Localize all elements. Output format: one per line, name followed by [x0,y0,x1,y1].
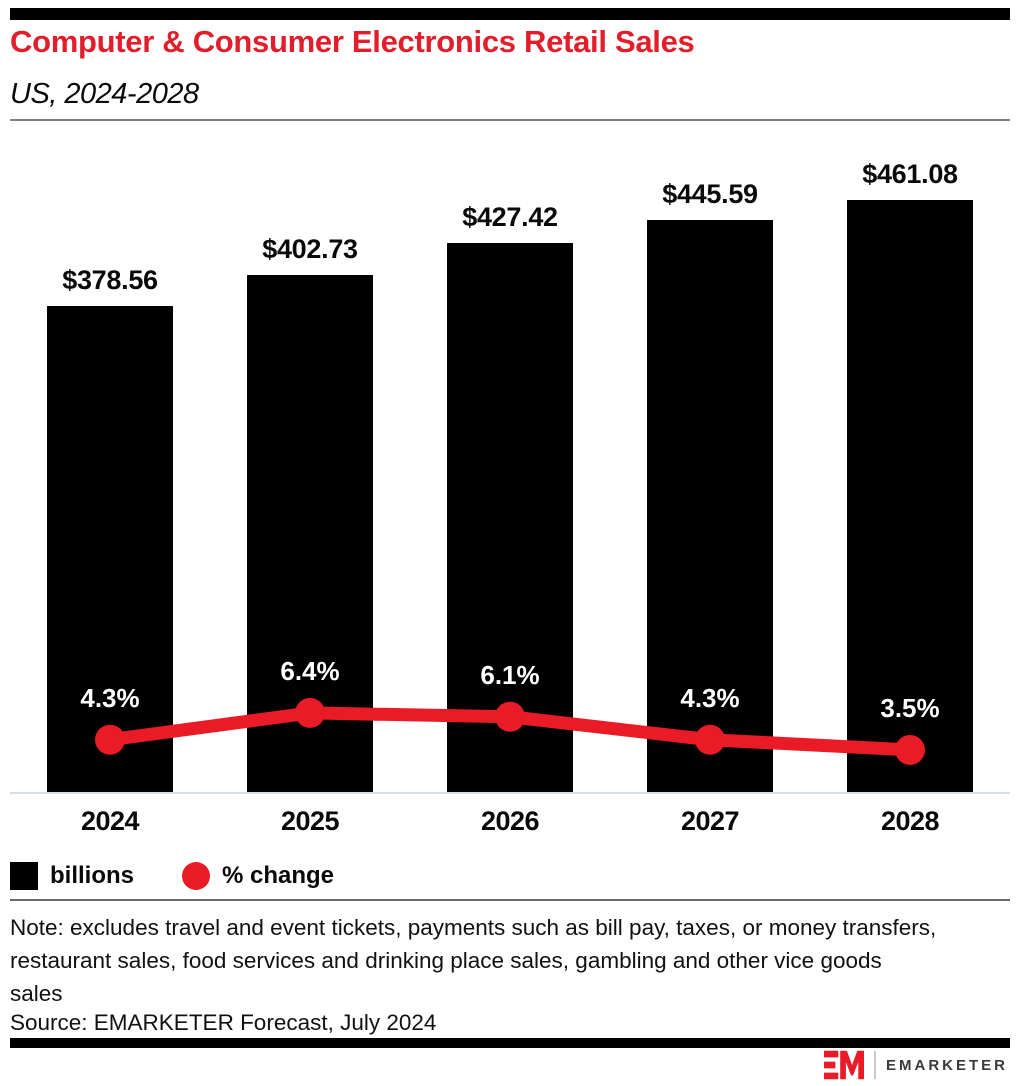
x-axis-label-2028: 2028 [880,806,940,836]
title-divider [10,119,1010,121]
x-axis-label-2025: 2025 [280,806,340,836]
pct-change-swatch-icon [182,862,210,890]
pct-change-label-2027: 4.3% [680,682,740,713]
note-text: Note: excludes travel and event tickets,… [10,915,937,1006]
brand-divider [873,1051,876,1079]
chart-subtitle: US, 2024-2028 [10,78,199,110]
legend: billions % change [10,860,334,892]
note-divider [10,899,1010,901]
billions-swatch-icon [10,862,38,890]
brand-wordmark: EMARKETER [885,1056,1008,1074]
bar-value-label-2027: $445.59 [662,179,758,209]
pct-change-label-2028: 3.5% [880,692,940,723]
bar-2026 [447,243,573,792]
pct-change-label-2026: 6.1% [480,659,540,690]
bar-value-label-2024: $378.56 [62,265,158,295]
legend-pct-change-label: % change [222,862,335,889]
bar-value-label-2026: $427.42 [462,202,558,232]
source-text: Source: EMARKETER Forecast, July 2024 [10,1010,437,1035]
x-axis-label-2024: 2024 [80,806,140,836]
x-axis-label-2026: 2026 [480,806,540,836]
x-axis: 2024 2025 2026 2027 2028 [10,806,1010,840]
bar-2027 [647,220,773,792]
emarketer-logo-icon [823,1050,864,1080]
brand-footer: EMARKETER [823,1050,1008,1080]
bar-2028 [847,200,973,792]
x-axis-label-2027: 2027 [680,806,740,836]
pct-change-point-2027 [695,724,725,755]
pct-change-point-2025 [295,697,325,728]
bar-value-label-2025: $402.73 [262,234,358,264]
bottom-rule-bar [10,1038,1010,1048]
pct-change-point-2026 [495,701,525,732]
pct-change-line [95,697,925,765]
chart-title: Computer & Consumer Electronics Retail S… [10,24,695,59]
top-rule-bar [10,8,1010,20]
chart-plot-area: $378.56 4.3% $402.73 6.4% $427.42 6.1% $445.59… [10,140,1010,794]
pct-change-point-2028 [895,734,925,765]
pct-change-label-2024: 4.3% [80,682,140,713]
pct-change-label-2025: 6.4% [280,655,340,686]
pct-change-point-2024 [95,724,125,755]
bar-value-label-2028: $461.08 [862,159,958,189]
legend-billions-label: billions [50,862,134,889]
bar-2024 [47,306,173,792]
